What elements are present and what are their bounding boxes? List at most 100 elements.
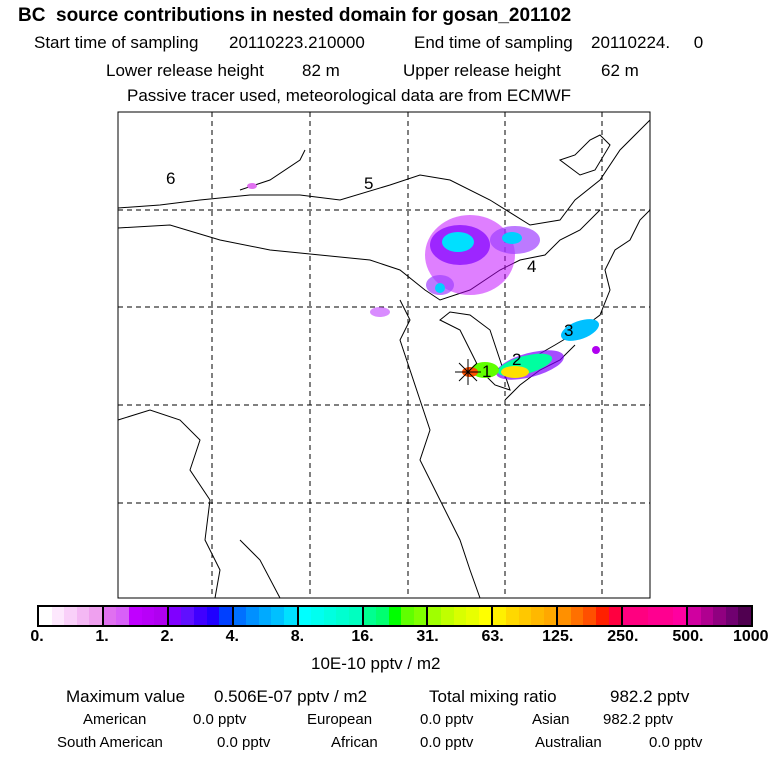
colorbar-swatch bbox=[688, 607, 701, 625]
colorbar-swatch bbox=[531, 607, 544, 625]
end-time-label: End time of sampling bbox=[414, 33, 573, 52]
colorbar-segment bbox=[428, 607, 494, 625]
colorbar-tick-label: 1000. bbox=[732, 628, 768, 645]
concentration-field bbox=[247, 183, 600, 380]
colorbar-unit: 10E-10 pptv / m2 bbox=[311, 654, 441, 673]
region-label-5: 5 bbox=[364, 174, 374, 193]
colorbar-swatch bbox=[348, 607, 362, 625]
colorbar-swatch bbox=[363, 607, 377, 625]
colorbar-swatch bbox=[660, 607, 674, 625]
colorbar-swatch bbox=[233, 607, 247, 625]
colorbar-segment bbox=[298, 607, 364, 625]
colorbar-swatch bbox=[648, 607, 661, 625]
upper-height-label: Upper release height bbox=[403, 61, 561, 80]
colorbar-swatch bbox=[725, 607, 739, 625]
colorbar-swatch bbox=[376, 607, 389, 625]
region-label-2: 2 bbox=[512, 350, 522, 369]
tracer-note: Passive tracer used, meteorological data… bbox=[127, 86, 572, 105]
region-label-6: 6 bbox=[166, 169, 176, 188]
colorbar-swatch bbox=[453, 607, 467, 625]
colorbar-tick-label: 250. bbox=[607, 628, 639, 645]
colorbar-segment bbox=[363, 607, 429, 625]
region-value: 0.0 pptv bbox=[217, 734, 271, 751]
colorbar-swatch bbox=[543, 607, 557, 625]
colorbar-swatch bbox=[323, 607, 337, 625]
colorbar-swatch bbox=[738, 607, 751, 625]
colorbar-swatch bbox=[258, 607, 272, 625]
colorbar-segment bbox=[233, 607, 299, 625]
colorbar-segment bbox=[168, 607, 234, 625]
colorbar-swatch bbox=[336, 607, 349, 625]
colorbar-tick-label: 500. bbox=[672, 628, 704, 645]
colorbar-swatch bbox=[413, 607, 427, 625]
colorbar-swatch bbox=[219, 607, 232, 625]
colorbar-swatch bbox=[583, 607, 596, 625]
region-name: European bbox=[307, 711, 373, 728]
region-label-4: 4 bbox=[527, 257, 537, 276]
region-name: Asian bbox=[532, 711, 570, 728]
colorbar-segment bbox=[493, 607, 559, 625]
colorbar-swatch bbox=[154, 607, 167, 625]
colorbar-swatch bbox=[518, 607, 532, 625]
colorbar-swatch bbox=[206, 607, 220, 625]
region-name: South American bbox=[57, 734, 163, 751]
total-mixing-value: 982.2 pptv bbox=[610, 687, 690, 706]
colorbar-swatch bbox=[116, 607, 130, 625]
region-value: 0.0 pptv bbox=[649, 734, 703, 751]
colorbar-swatch bbox=[570, 607, 584, 625]
colorbar-swatch bbox=[129, 607, 142, 625]
colorbar-swatch bbox=[700, 607, 714, 625]
colorbar-tick-label: 0. bbox=[30, 628, 44, 645]
colorbar-swatch bbox=[141, 607, 155, 625]
start-time-label: Start time of sampling bbox=[34, 33, 199, 52]
colorbar-swatch bbox=[466, 607, 479, 625]
colorbar-tick-label: 8. bbox=[290, 628, 305, 645]
region-value: 0.0 pptv bbox=[193, 711, 247, 728]
colorbar-tick-label: 16. bbox=[351, 628, 374, 645]
colorbar-segment bbox=[688, 607, 751, 625]
region-name: American bbox=[83, 711, 147, 728]
lower-height-label: Lower release height bbox=[106, 61, 264, 80]
colorbar-swatch bbox=[623, 607, 636, 625]
max-value: 0.506E-07 pptv / m2 bbox=[214, 687, 368, 706]
colorbar-swatch bbox=[39, 607, 52, 625]
colorbar-swatch bbox=[298, 607, 312, 625]
colorbar-swatch bbox=[246, 607, 259, 625]
colorbar-swatch bbox=[51, 607, 65, 625]
colorbar-tick-label: 1. bbox=[95, 628, 109, 645]
region-value: 0.0 pptv bbox=[420, 711, 474, 728]
colorbar-swatch bbox=[181, 607, 194, 625]
grid-lines bbox=[118, 112, 650, 598]
colorbar-swatch bbox=[193, 607, 207, 625]
release-site-star-icon bbox=[455, 359, 481, 385]
colorbar-swatch bbox=[478, 607, 492, 625]
region-value: 982.2 pptv bbox=[603, 711, 674, 728]
region-label-1: 1 bbox=[482, 362, 492, 381]
colorbar-tick-label: 63. bbox=[481, 628, 504, 645]
colorbar-segment bbox=[623, 607, 689, 625]
colorbar-tick-label: 31. bbox=[416, 628, 439, 645]
colorbar-swatch bbox=[673, 607, 687, 625]
region-name: African bbox=[331, 734, 378, 751]
colorbar-segment bbox=[103, 607, 169, 625]
colorbar-swatch bbox=[103, 607, 117, 625]
region-value: 0.0 pptv bbox=[420, 734, 474, 751]
colorbar-swatch bbox=[64, 607, 77, 625]
colorbar-swatch bbox=[713, 607, 726, 625]
colorbar-swatch bbox=[608, 607, 622, 625]
colorbar-segment bbox=[39, 607, 104, 625]
colorbar-swatch bbox=[505, 607, 519, 625]
colorbar-tick-label: 2. bbox=[160, 628, 174, 645]
colorbar-swatch bbox=[89, 607, 102, 625]
colorbar-tick-label: 4. bbox=[225, 628, 239, 645]
upper-height-value: 62 m bbox=[601, 61, 639, 80]
colorbar-swatch bbox=[401, 607, 414, 625]
colorbar-swatch bbox=[595, 607, 609, 625]
region-label-3: 3 bbox=[564, 321, 574, 340]
colorbar-swatch bbox=[441, 607, 454, 625]
colorbar-swatch bbox=[168, 607, 182, 625]
region-name: Australian bbox=[535, 734, 602, 751]
colorbar-tick-label: 125. bbox=[542, 628, 574, 645]
map-frame bbox=[117, 111, 651, 599]
